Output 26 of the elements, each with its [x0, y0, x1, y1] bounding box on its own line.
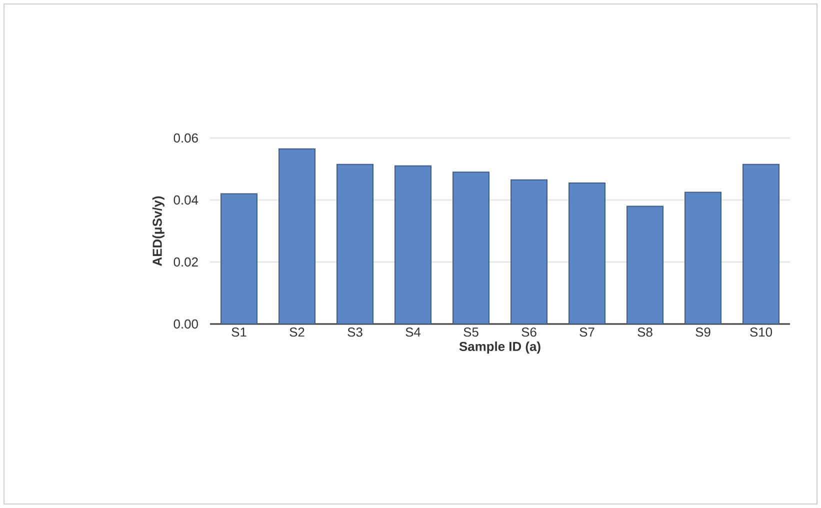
- y-tick-label: 0.02: [174, 257, 198, 267]
- bar: [626, 206, 664, 324]
- bar: [510, 179, 548, 324]
- bar: [336, 164, 374, 324]
- bar: [568, 182, 606, 324]
- bar: [394, 165, 432, 324]
- bar: [742, 164, 780, 324]
- x-tick-label: S3: [348, 328, 362, 337]
- y-tick-label: 0.00: [174, 319, 198, 329]
- bar: [278, 148, 316, 324]
- bar: [684, 192, 722, 324]
- bar: [220, 193, 258, 324]
- bar: [452, 172, 490, 324]
- y-axis-title: AED(μSv/y): [152, 196, 164, 266]
- x-tick-label: S7: [580, 328, 594, 337]
- x-axis-title: Sample ID (a): [459, 342, 540, 354]
- y-tick-label: 0.06: [174, 133, 198, 143]
- x-tick-label: S6: [522, 328, 536, 337]
- x-tick-label: S5: [464, 328, 478, 337]
- x-tick-label: S9: [696, 328, 710, 337]
- x-tick-label: S2: [290, 328, 304, 337]
- x-tick-label: S10: [750, 328, 772, 337]
- x-tick-label: S4: [406, 328, 421, 337]
- y-tick-label: 0.04: [174, 195, 198, 205]
- x-tick-label: S1: [232, 328, 246, 337]
- x-tick-label: S8: [638, 328, 652, 337]
